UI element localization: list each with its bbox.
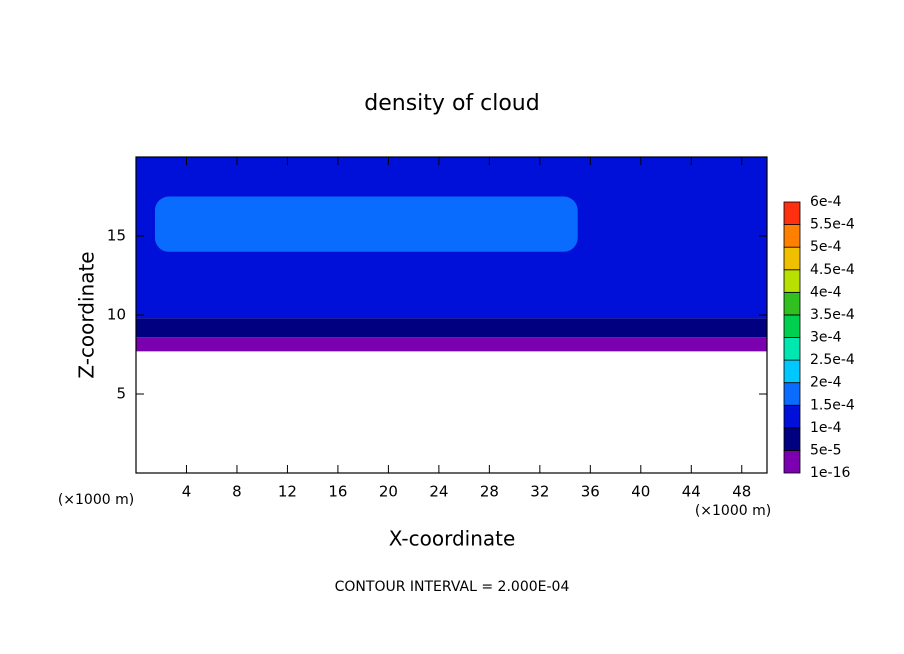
colorbar-label: 5e-4 [810,239,842,255]
x-tick-label: 36 [581,483,600,501]
x-tick-label: 24 [429,483,448,501]
contour-region [136,318,767,338]
x-tick-label: 48 [732,483,751,501]
colorbar-box [783,382,801,406]
y-tick-label: 15 [107,227,126,245]
colorbar-box [783,269,801,293]
x-tick-label: 8 [232,483,242,501]
x-tick-label: 20 [379,483,398,501]
x-tick-label: 28 [480,483,499,501]
contour-region [136,337,767,352]
colorbar-label: 3.5e-4 [810,307,855,323]
x-axis-label: X-coordinate [389,527,516,551]
y-unit: (×1000 m) [58,492,134,508]
colorbar-label: 6e-4 [810,194,842,210]
colorbar-label: 1e-16 [810,465,850,481]
colorbar-box [783,314,801,338]
x-tick-label: 12 [278,483,297,501]
colorbar-label: 1e-4 [810,420,842,436]
colorbar-box [783,359,801,384]
colorbar-label: 5e-5 [810,442,841,458]
colorbar-label: 5.5e-4 [810,217,855,233]
x-tick-label: 16 [328,483,347,501]
y-axis-label: Z-coordinate [75,251,99,378]
x-unit: (×1000 m) [695,503,771,519]
colorbar-label: 2.5e-4 [810,352,855,368]
colorbar-box [783,450,801,474]
colorbar-label: 3e-4 [810,330,842,346]
y-tick-label: 5 [116,385,126,403]
colorbar-label: 4.5e-4 [810,262,855,278]
contour-note: CONTOUR INTERVAL = 2.000E-04 [335,579,570,595]
colorbar-label: 2e-4 [810,375,842,391]
colorbar-box [783,404,801,429]
contour-region [154,196,578,252]
colorbar-box [783,224,801,248]
colorbar-box [783,246,801,271]
chart-title: density of cloud [364,91,539,116]
x-tick-label: 4 [182,483,192,501]
x-tick-label: 44 [682,483,701,501]
x-tick-label: 40 [631,483,650,501]
colorbar-label: 1.5e-4 [810,397,855,413]
colorbar-box [783,201,801,225]
colorbar-box [783,337,801,361]
colorbar-box [783,291,801,316]
colorbar-box [783,427,801,451]
y-tick-label: 10 [107,306,126,324]
colorbar-label: 4e-4 [810,284,842,300]
x-tick-label: 32 [530,483,549,501]
